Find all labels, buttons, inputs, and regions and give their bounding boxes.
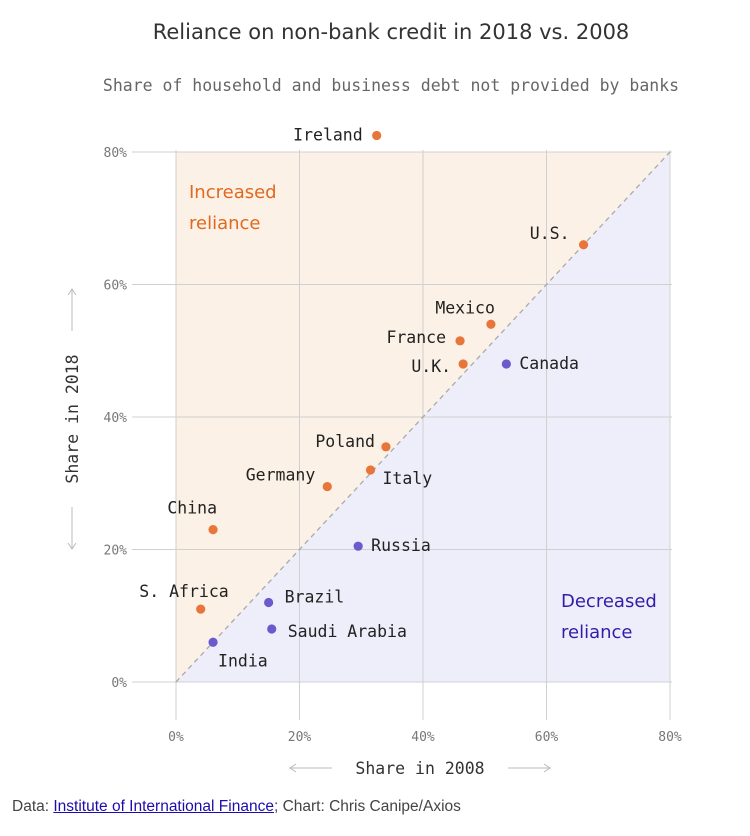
y-tick-label: 40% xyxy=(104,411,128,426)
label-saudi-arabia: Saudi Arabia xyxy=(288,622,407,641)
label-france: France xyxy=(386,328,446,347)
chart-title: Reliance on non-bank credit in 2018 vs. … xyxy=(152,20,630,44)
y-tick-label: 80% xyxy=(104,146,128,161)
point-france xyxy=(455,336,465,346)
label-russia: Russia xyxy=(371,536,431,555)
point-germany xyxy=(322,481,332,492)
x-tick-label: 40% xyxy=(411,730,435,745)
point-canada xyxy=(501,359,511,369)
point-poland xyxy=(381,442,391,452)
y-tick-label: 0% xyxy=(111,676,127,691)
scatter-chart: 0% 20% 40% 60% 80% 0% 20% 40% 60% 80% Share in 200… xyxy=(63,125,682,778)
point-china xyxy=(208,525,218,535)
x-axis-arrowhead-right xyxy=(543,763,551,773)
label-s-africa: S. Africa xyxy=(139,582,228,601)
y-axis-arrowhead-up xyxy=(67,288,77,296)
x-axis-title: Share in 2008 xyxy=(355,759,484,778)
y-axis-title: Share in 2018 xyxy=(63,354,82,483)
label-u-k: U.K. xyxy=(411,357,451,376)
source-link[interactable]: Institute of International Finance xyxy=(53,798,274,815)
point-russia xyxy=(353,541,363,551)
y-tick-label: 60% xyxy=(104,279,128,294)
label-canada: Canada xyxy=(519,354,579,373)
point-ireland xyxy=(372,130,382,141)
label-china: China xyxy=(167,499,217,518)
diagonal-line xyxy=(175,151,671,683)
x-tick-label: 80% xyxy=(658,730,682,745)
credit-prefix: Data: xyxy=(12,798,54,815)
label-poland: Poland xyxy=(315,432,375,451)
increased-reliance-label: Increased reliance xyxy=(189,182,277,234)
credit-suffix: ; Chart: Chris Canipe/Axios xyxy=(273,798,461,815)
label-u-s: U.S. xyxy=(530,224,570,243)
label-italy: Italy xyxy=(383,469,433,488)
label-germany: Germany xyxy=(246,466,316,485)
x-tick-label: 20% xyxy=(288,730,312,745)
point-italy xyxy=(365,465,376,475)
y-tick-label: 20% xyxy=(104,544,128,559)
x-tick-label: 60% xyxy=(535,730,559,745)
x-tick-label: 0% xyxy=(168,730,184,745)
point-brazil xyxy=(264,597,274,608)
x-axis-arrowhead-left xyxy=(289,763,297,773)
label-brazil: Brazil xyxy=(285,588,345,607)
point-u-s xyxy=(578,240,589,250)
decreased-reliance-label: Decreased reliance xyxy=(561,591,657,643)
point-india xyxy=(208,637,218,647)
point-saudi-arabia xyxy=(267,624,277,634)
label-india: India xyxy=(218,651,268,670)
credit-line: Data: Institute of International Finance… xyxy=(12,798,461,816)
point-mexico xyxy=(486,319,496,329)
point-u-k xyxy=(458,359,468,369)
chart-subtitle: Share of household and business debt not… xyxy=(102,76,680,95)
point-s-africa xyxy=(196,604,206,614)
y-axis-arrowhead-down xyxy=(67,542,77,550)
label-mexico: Mexico xyxy=(435,298,495,317)
label-ireland: Ireland xyxy=(293,125,363,144)
